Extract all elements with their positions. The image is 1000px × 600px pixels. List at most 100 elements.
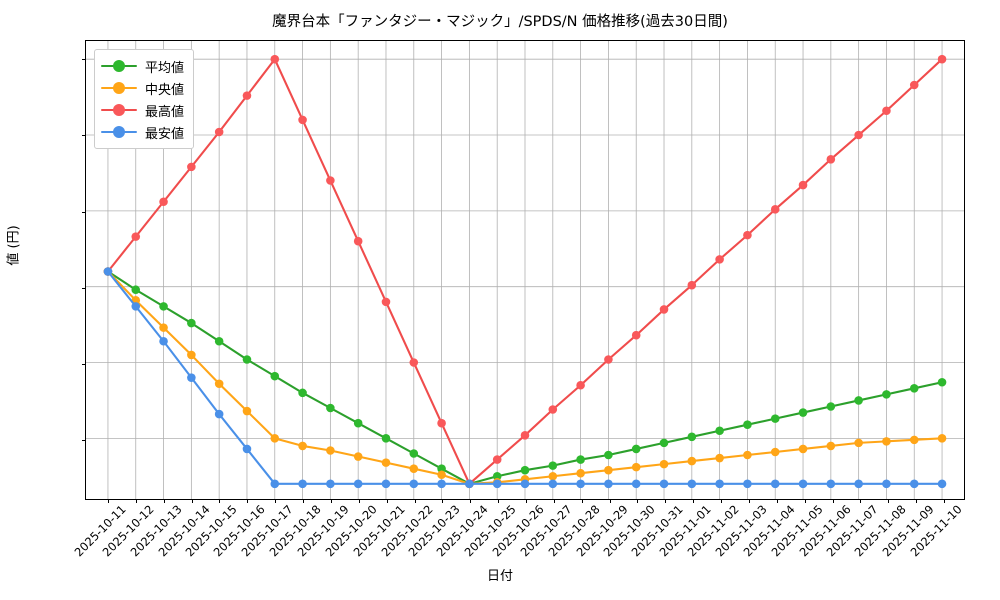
data-point-marker[interactable] <box>437 418 446 428</box>
data-point-marker[interactable] <box>715 255 724 264</box>
data-point-marker[interactable] <box>409 464 419 473</box>
data-point-marker[interactable] <box>909 80 919 90</box>
data-point-marker[interactable] <box>437 464 446 473</box>
legend-item-0[interactable]: 平均値 <box>101 55 184 77</box>
data-point-marker[interactable] <box>631 444 641 454</box>
data-point-marker[interactable] <box>826 441 836 451</box>
data-point-marker[interactable] <box>353 479 363 489</box>
data-point-marker[interactable] <box>909 435 919 445</box>
data-point-marker[interactable] <box>520 479 530 489</box>
data-point-marker[interactable] <box>743 230 752 240</box>
data-point-marker[interactable] <box>854 438 863 448</box>
data-point-marker[interactable] <box>687 280 697 290</box>
data-point-marker[interactable] <box>270 371 280 381</box>
data-point-marker[interactable] <box>798 479 808 489</box>
data-point-marker[interactable] <box>576 479 585 489</box>
data-point-marker[interactable] <box>381 434 391 443</box>
data-point-marker[interactable] <box>826 402 836 411</box>
data-point-marker[interactable] <box>882 390 891 399</box>
data-point-marker[interactable] <box>159 197 168 207</box>
data-point-marker[interactable] <box>882 106 891 116</box>
data-point-marker[interactable] <box>187 162 196 172</box>
data-point-marker[interactable] <box>187 350 196 360</box>
data-point-marker[interactable] <box>604 355 613 364</box>
data-point-marker[interactable] <box>631 479 641 489</box>
data-point-marker[interactable] <box>715 426 724 436</box>
data-point-marker[interactable] <box>242 406 252 416</box>
data-point-marker[interactable] <box>604 450 613 460</box>
data-point-marker[interactable] <box>326 479 335 489</box>
data-point-marker[interactable] <box>214 336 224 346</box>
data-point-marker[interactable] <box>770 414 780 423</box>
data-point-marker[interactable] <box>298 388 307 398</box>
data-point-marker[interactable] <box>798 444 808 454</box>
data-point-marker[interactable] <box>270 54 280 64</box>
data-point-marker[interactable] <box>381 479 391 489</box>
data-point-marker[interactable] <box>687 456 697 466</box>
data-point-marker[interactable] <box>131 232 141 241</box>
data-point-marker[interactable] <box>270 434 280 443</box>
data-point-marker[interactable] <box>187 373 196 382</box>
data-point-marker[interactable] <box>492 479 502 489</box>
data-point-marker[interactable] <box>353 452 363 461</box>
data-point-marker[interactable] <box>159 323 168 332</box>
data-point-marker[interactable] <box>770 479 780 489</box>
data-point-marker[interactable] <box>548 471 558 481</box>
data-point-marker[interactable] <box>103 267 113 276</box>
data-point-marker[interactable] <box>798 180 808 190</box>
data-point-marker[interactable] <box>381 458 391 467</box>
data-point-marker[interactable] <box>492 471 502 481</box>
data-point-marker[interactable] <box>548 461 558 470</box>
data-point-marker[interactable] <box>604 465 613 475</box>
data-point-marker[interactable] <box>770 447 780 457</box>
data-point-marker[interactable] <box>854 130 863 140</box>
data-point-marker[interactable] <box>937 377 947 387</box>
data-point-marker[interactable] <box>937 434 947 443</box>
data-point-marker[interactable] <box>659 459 669 469</box>
data-point-marker[interactable] <box>465 479 474 489</box>
data-point-marker[interactable] <box>659 438 669 448</box>
data-point-marker[interactable] <box>520 431 530 440</box>
data-point-marker[interactable] <box>854 396 863 405</box>
data-point-marker[interactable] <box>659 479 669 489</box>
data-point-marker[interactable] <box>937 54 947 64</box>
data-point-marker[interactable] <box>437 470 446 480</box>
data-point-marker[interactable] <box>826 155 836 164</box>
data-point-marker[interactable] <box>214 379 224 389</box>
data-point-marker[interactable] <box>353 418 363 428</box>
data-point-marker[interactable] <box>298 479 307 489</box>
legend-item-3[interactable]: 最安値 <box>101 121 184 143</box>
data-point-marker[interactable] <box>326 403 335 413</box>
data-point-marker[interactable] <box>826 479 836 489</box>
data-point-marker[interactable] <box>659 305 669 314</box>
legend-item-1[interactable]: 中央値 <box>101 77 184 99</box>
data-point-marker[interactable] <box>548 405 558 414</box>
data-point-marker[interactable] <box>854 479 863 489</box>
data-point-marker[interactable] <box>409 449 419 458</box>
data-point-marker[interactable] <box>715 453 724 463</box>
data-point-marker[interactable] <box>353 236 363 246</box>
legend-item-2[interactable]: 最高値 <box>101 99 184 121</box>
data-point-marker[interactable] <box>770 205 780 214</box>
data-point-marker[interactable] <box>743 479 752 489</box>
data-point-marker[interactable] <box>548 479 558 489</box>
data-point-marker[interactable] <box>715 479 724 489</box>
data-point-marker[interactable] <box>576 455 585 464</box>
data-point-marker[interactable] <box>409 358 419 367</box>
data-point-marker[interactable] <box>159 336 168 346</box>
data-point-marker[interactable] <box>242 444 252 454</box>
data-point-marker[interactable] <box>909 384 919 393</box>
data-point-marker[interactable] <box>909 479 919 489</box>
data-point-marker[interactable] <box>381 297 391 307</box>
data-point-marker[interactable] <box>298 115 307 125</box>
data-point-marker[interactable] <box>326 446 335 455</box>
data-point-marker[interactable] <box>159 302 168 311</box>
data-point-marker[interactable] <box>576 380 585 390</box>
data-point-marker[interactable] <box>409 479 419 489</box>
data-point-marker[interactable] <box>631 462 641 472</box>
data-point-marker[interactable] <box>214 409 224 419</box>
data-point-marker[interactable] <box>242 355 252 364</box>
data-point-marker[interactable] <box>520 465 530 475</box>
data-point-marker[interactable] <box>882 437 891 446</box>
data-point-marker[interactable] <box>687 432 697 442</box>
